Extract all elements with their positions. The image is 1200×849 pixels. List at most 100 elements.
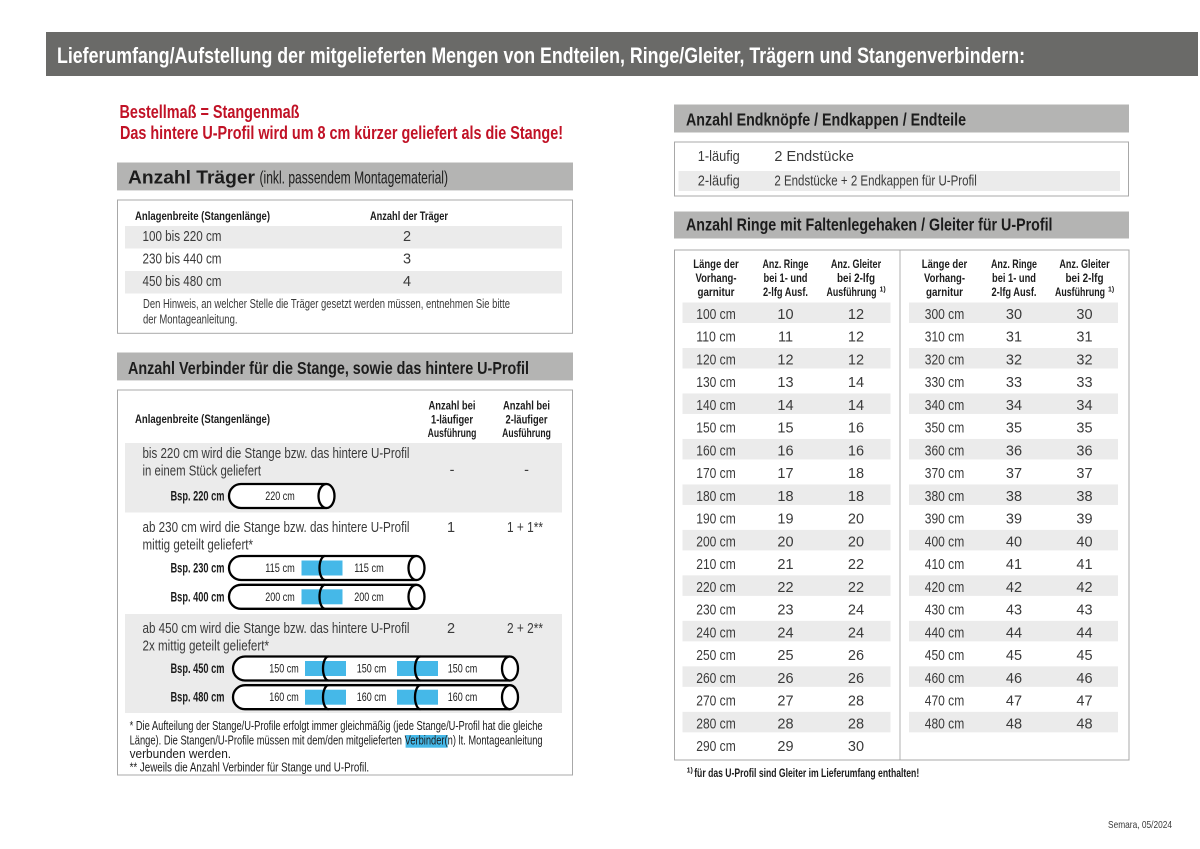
svg-text:115 cm: 115 cm (265, 561, 295, 575)
svg-text:2x mittig geteilt geliefert*: 2x mittig geteilt geliefert* (143, 639, 270, 655)
svg-text:20: 20 (777, 534, 793, 550)
svg-text:32: 32 (1006, 352, 1022, 368)
svg-text:* Die Aufteilung der Stange/U-: * Die Aufteilung der Stange/U-Profile er… (130, 718, 543, 733)
svg-text:400 cm: 400 cm (925, 534, 965, 550)
svg-text:260 cm: 260 cm (696, 671, 736, 687)
svg-text:2-lfg Ausf.: 2-lfg Ausf. (992, 287, 1037, 299)
svg-text:Ausführung: Ausführung (827, 287, 877, 299)
svg-text:Anlagenbreite (Stangenlänge): Anlagenbreite (Stangenlänge) (135, 414, 270, 426)
svg-text:20: 20 (848, 534, 864, 550)
svg-text:mittig geteilt geliefert*: mittig geteilt geliefert* (143, 538, 254, 554)
svg-text:150 cm: 150 cm (269, 662, 299, 676)
svg-text:28: 28 (848, 716, 864, 732)
svg-text:110 cm: 110 cm (696, 330, 736, 346)
svg-text:1 + 1**: 1 + 1** (507, 520, 543, 536)
svg-text:2 + 2**: 2 + 2** (507, 621, 543, 637)
svg-text:21: 21 (777, 557, 793, 573)
svg-text:Semara, 05/2024: Semara, 05/2024 (1108, 819, 1172, 831)
svg-text:2-lfg Ausf.: 2-lfg Ausf. (763, 287, 808, 299)
svg-text:Anlagenbreite (Stangenlänge): Anlagenbreite (Stangenlänge) (135, 211, 270, 223)
svg-text:160 cm: 160 cm (448, 690, 478, 704)
svg-text:Vorhang-: Vorhang- (924, 273, 965, 285)
svg-text:2 Endstücke: 2 Endstücke (774, 149, 854, 165)
svg-text:1-läufiger: 1-läufiger (431, 414, 473, 426)
svg-text:230 cm: 230 cm (696, 603, 736, 619)
svg-text:Anzahl Ringe mit Faltenlegehak: Anzahl Ringe mit Faltenlegehaken / Gleit… (686, 215, 1053, 235)
svg-text:150 cm: 150 cm (357, 662, 387, 676)
svg-text:22: 22 (777, 580, 793, 596)
svg-text:bei 2-lfg: bei 2-lfg (837, 273, 875, 285)
svg-text:26: 26 (777, 671, 793, 687)
svg-text:220 cm: 220 cm (696, 580, 736, 596)
svg-text:160 cm: 160 cm (696, 443, 736, 459)
svg-text:Länge der: Länge der (693, 259, 739, 271)
svg-text:47: 47 (1006, 694, 1022, 710)
svg-text:Anz. Ringe: Anz. Ringe (991, 259, 1037, 271)
svg-text:37: 37 (1006, 466, 1022, 482)
svg-text:36: 36 (1076, 443, 1092, 459)
svg-text:35: 35 (1006, 421, 1022, 437)
svg-text:(inkl. passendem Montagemateri: (inkl. passendem Montagematerial) (260, 168, 449, 188)
svg-text:12: 12 (848, 352, 864, 368)
svg-text:33: 33 (1006, 375, 1022, 391)
svg-text:Anzahl bei: Anzahl bei (429, 401, 476, 413)
svg-text:210 cm: 210 cm (696, 557, 736, 573)
svg-text:44: 44 (1006, 625, 1022, 641)
svg-text:Anz. Gleiter: Anz. Gleiter (831, 259, 882, 271)
svg-text:3: 3 (403, 252, 411, 268)
svg-text:34: 34 (1076, 398, 1092, 414)
svg-text:für das U-Profil sind Gleiter: für das U-Profil sind Gleiter im Lieferu… (694, 766, 919, 780)
svg-text:320 cm: 320 cm (925, 352, 965, 368)
svg-text:43: 43 (1076, 603, 1092, 619)
svg-text:Ausführung: Ausführung (502, 428, 551, 440)
svg-text:16: 16 (848, 421, 864, 437)
svg-text:240 cm: 240 cm (696, 625, 736, 641)
svg-text:2: 2 (403, 229, 411, 245)
svg-text:25: 25 (777, 648, 793, 664)
svg-text:24: 24 (848, 603, 864, 619)
svg-text:18: 18 (848, 466, 864, 482)
svg-text:1): 1) (1108, 287, 1114, 294)
svg-text:34: 34 (1006, 398, 1022, 414)
svg-text:430 cm: 430 cm (925, 603, 965, 619)
svg-text:Bsp. 220 cm: Bsp. 220 cm (171, 489, 225, 504)
svg-text:470 cm: 470 cm (925, 694, 965, 710)
svg-text:41: 41 (1006, 557, 1022, 573)
svg-text:ab 230 cm wird die Stange bzw.: ab 230 cm wird die Stange bzw. das hinte… (143, 520, 410, 536)
svg-text:46: 46 (1006, 671, 1022, 687)
svg-text:26: 26 (848, 671, 864, 687)
svg-text:4: 4 (403, 274, 411, 290)
svg-text:garnitur: garnitur (926, 287, 963, 299)
svg-text:11: 11 (778, 330, 793, 346)
svg-text:Ausführung: Ausführung (1055, 287, 1105, 299)
svg-text:29: 29 (777, 739, 793, 755)
svg-text:33: 33 (1076, 375, 1092, 391)
svg-text:12: 12 (777, 352, 793, 368)
svg-text:270 cm: 270 cm (696, 694, 736, 710)
svg-text:20: 20 (848, 512, 864, 528)
svg-text:bis 220 cm wird die Stange bzw: bis 220 cm wird die Stange bzw. das hint… (143, 446, 410, 462)
svg-text:28: 28 (848, 694, 864, 710)
svg-text:150 cm: 150 cm (448, 662, 478, 676)
svg-text:15: 15 (777, 421, 793, 437)
svg-text:350 cm: 350 cm (925, 421, 965, 437)
svg-text:1): 1) (880, 287, 886, 294)
svg-text:115 cm: 115 cm (354, 561, 384, 575)
svg-text:370 cm: 370 cm (925, 466, 965, 482)
svg-text:39: 39 (1006, 512, 1022, 528)
svg-text:42: 42 (1006, 580, 1022, 596)
svg-text:420 cm: 420 cm (925, 580, 965, 596)
svg-text:Anz. Gleiter: Anz. Gleiter (1059, 259, 1110, 271)
svg-text:28: 28 (777, 716, 793, 732)
svg-text:24: 24 (777, 625, 793, 641)
svg-text:19: 19 (777, 512, 793, 528)
svg-text:32: 32 (1076, 352, 1092, 368)
svg-text:190 cm: 190 cm (696, 512, 736, 528)
svg-text:31: 31 (1006, 330, 1022, 346)
svg-text:Bestellmaß = Stangenmaß: Bestellmaß = Stangenmaß (120, 102, 300, 122)
svg-text:17: 17 (777, 466, 793, 482)
svg-text:42: 42 (1076, 580, 1092, 596)
svg-text:verbunden werden.: verbunden werden. (130, 746, 232, 761)
svg-text:390 cm: 390 cm (925, 512, 965, 528)
svg-text:1-läufig: 1-läufig (698, 149, 740, 165)
